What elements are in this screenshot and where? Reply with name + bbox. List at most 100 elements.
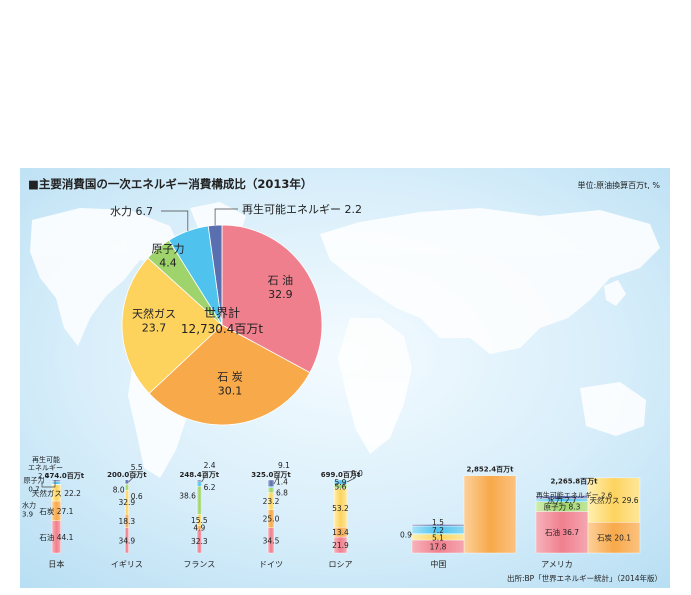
bar-イギリス-再生可能エネルギー [124,479,129,485]
bar-value-アメリカ-5: 再生可能エネルギー 2.6 [536,491,613,500]
bar-value-日本-0: 石油 44.1 [39,532,73,542]
bar-value-フランス-0: 32.3 [191,537,208,546]
bar-total-ドイツ: 325.0百万t [251,471,291,479]
bar-value-フランス-3: 38.6 [179,491,196,500]
pie-value-石油: 32.9 [268,288,293,301]
chart-layer: ■主要消費国の一次エネルギー消費構成比（2013年） 単位:原油換算百万t, % 出… [22,177,662,583]
bar-value-日本-8: エネルギー [28,464,63,472]
bar-value-イギリス-2: 32.9 [118,498,135,507]
pie-slice-天然ガス [121,257,223,395]
bar-value-イギリス-5: 5.5 [131,463,143,472]
pie-label-水力: 水力 6.7 [110,205,153,218]
pie-callout-renewable [214,208,238,226]
bar-label-イギリス: イギリス [111,560,143,569]
bar-フランス-再生可能エネルギー [196,479,202,483]
bar-total-中国: 2,852.4百万t [466,466,514,474]
bar-value-ロシア-0: 21.9 [332,541,349,550]
bar-callout-日本-renewable [41,480,56,488]
bar-value-イギリス-0: 34.9 [118,536,135,545]
pie-label-石油: 石 油 [268,273,294,287]
bar-value-日本-1: 石炭 27.1 [39,507,73,516]
pie-total-label: 12,730.4百万t [181,322,263,336]
pie-slice-石油 [221,224,323,374]
bar-label-日本: 日本 [48,559,64,569]
bar-label-中国: 中国 [430,559,446,569]
bar-value-フランス-2: 15.5 [191,516,208,525]
chart-title: ■主要消費国の一次エネルギー消費構成比（2013年） [28,177,312,191]
pie-callout-hydro [161,210,189,232]
bar-日本-水力 [51,481,61,485]
bar-label-ロシア: ロシア [328,560,352,569]
pie-label-再生可能エネルギー: 再生可能エネルギー 2.2 [242,202,362,216]
bar-ドイツ-再生可能エネルギー [267,479,275,487]
bar-callout-イギリス-renewable [128,473,137,483]
bar-value-ロシア-3: 5.6 [334,482,346,491]
bar-value-ロシア-4: 5.9 [334,478,346,487]
bar-value-日本-3: 原子力 [24,475,45,484]
bar-value-ドイツ-5: 9.1 [278,461,290,470]
bar-value-日本-4: 0.7 [28,485,39,493]
pie-label-石炭: 石 炭 [217,370,243,383]
bar-日本-再生可能エネルギー [51,479,61,482]
bar-value-イギリス-1: 18.3 [118,517,135,526]
bar-value-アメリカ-0: 石油 36.7 [545,527,579,537]
bar-value-日本-7: 再生可能 [32,455,60,464]
bar-value-ドイツ-3: 6.8 [276,489,288,498]
bar-callout-フランス-renewable [201,471,208,483]
bar-total-イギリス: 200.0百万t [107,471,147,479]
bar-アメリカ-石油 [535,511,589,554]
energy-consumption-chart: ■主要消費国の一次エネルギー消費構成比（2013年） 単位:原油換算百万t, % 出… [20,168,670,588]
bar-value-イギリス-4: 0.6 [131,492,143,501]
bar-value-アメリカ-1: 石炭 20.1 [597,534,631,543]
bar-label-フランス: フランス [183,560,215,569]
unit-note: 単位:原油換算百万t, % [577,180,660,190]
bar-value-ドイツ-1: 25.0 [263,515,280,524]
bar-value-アメリカ-2: 天然ガス 29.6 [589,495,638,505]
pie-slice-石炭 [148,324,311,426]
bar-value-アメリカ-3: 原子力 8.3 [544,502,581,512]
bar-フランス-水力 [196,481,202,487]
bar-callout-ドイツ-renewable [273,471,281,485]
bar-value-中国-2: 5.1 [432,533,444,542]
bar-value-日本-5: 水力 [22,500,36,509]
chart-canvas: ■主要消費国の一次エネルギー消費構成比（2013年） 単位:原油換算百万t, % 出… [20,168,670,588]
pie-center-label: 世界計 [204,305,240,320]
bar-value-フランス-1: 4.9 [193,524,205,533]
bar-value-ドイツ-0: 34.5 [263,536,280,545]
bar-value-日本-9: 2.0 [38,472,49,480]
bar-イギリス-原子力 [124,484,129,491]
pie-value-天然ガス: 23.7 [142,322,167,335]
pie-label-原子力: 原子力 [152,243,185,256]
bar-total-日本: 474.0百万t [45,472,85,480]
bar-total-アメリカ: 2,265.8百万t [550,478,598,486]
bar-value-ロシア-2: 53.2 [332,504,349,513]
bar-value-イギリス-3: 8.0 [113,485,125,494]
bar-value-中国-0: 17.8 [430,543,447,552]
bar-value-ドイツ-4: 1.4 [276,478,288,487]
source-note: 出所:BP「世界エネルギー統計」（2014年版） [507,573,662,583]
bar-value-アメリカ-4: 水力 2.7 [547,495,577,505]
bar-value-中国-4: 7.2 [432,526,444,535]
pie-slice-再生可能エネルギー [207,224,223,326]
bar-value-日本-2: 天然ガス 22.2 [32,488,81,498]
bar-アメリカ-石炭 [587,521,641,554]
bar-label-ドイツ: ドイツ [259,560,283,569]
bar-value-日本-6: 3.9 [22,510,33,518]
bar-value-ロシア-1: 13.4 [332,528,349,537]
bar-ロシア-水力 [333,479,348,485]
bar-value-中国-5: 1.5 [432,518,444,527]
bar-アメリカ-天然ガス [587,477,641,523]
bar-ドイツ-原子力 [267,487,275,493]
bar-value-中国-3: 0.9 [400,531,412,540]
bar-value-ドイツ-2: 23.2 [263,497,280,506]
bar-value-フランス-5: 2.4 [204,461,216,470]
bar-callout-ロシア-renewable [346,477,356,483]
bar-value-ロシア-5: 0.0 [351,469,363,478]
bar-value-フランス-4: 6.2 [204,483,216,492]
bar-フランス-原子力 [196,486,202,515]
pie-value-石炭: 30.1 [218,384,243,397]
bar-label-アメリカ: アメリカ [541,560,573,569]
bar-中国-再生可能エネルギー [411,524,465,527]
bar-中国-石炭 [463,475,517,554]
pie-label-天然ガス: 天然ガス [132,307,176,321]
